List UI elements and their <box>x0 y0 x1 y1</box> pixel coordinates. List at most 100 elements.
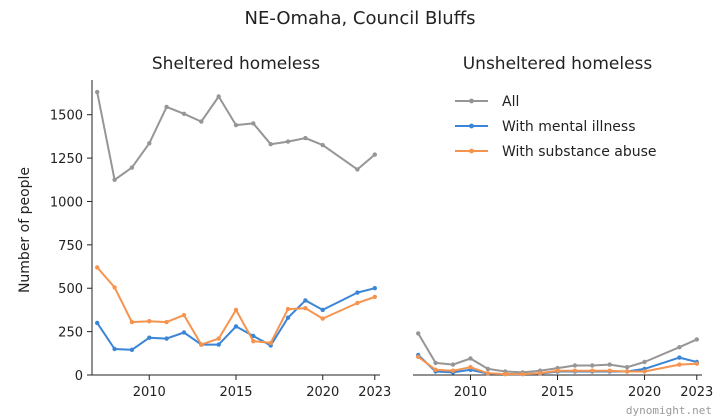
legend-marker-with-mental-illness <box>469 123 474 129</box>
y-tick-label-1500: 1500 <box>50 109 83 124</box>
sheltered-homeless-point-with-substance-abuse <box>164 319 169 325</box>
sheltered-homeless-point-all <box>112 177 117 182</box>
unsheltered-homeless-point-with-substance-abuse <box>607 368 612 373</box>
sheltered-homeless-line-with-substance-abuse <box>96 266 376 346</box>
chart-title: NE-Omaha, Council Bluffs <box>244 8 475 29</box>
unsheltered-homeless-point-all <box>485 366 491 372</box>
sheltered-homeless-point-all <box>147 141 152 146</box>
sheltered-homeless-point-all <box>95 89 100 95</box>
unsheltered-homeless-point-with-substance-abuse <box>537 371 543 376</box>
unsheltered-homeless-point-with-substance-abuse <box>694 361 699 366</box>
sheltered-homeless-point-with-mental-illness <box>372 286 377 291</box>
sheltered-homeless-point-with-substance-abuse <box>251 339 256 344</box>
unsheltered-homeless-point-with-substance-abuse <box>590 368 595 373</box>
unsheltered-homeless-point-with-substance-abuse <box>642 369 647 374</box>
sheltered-homeless-point-with-substance-abuse <box>129 319 135 325</box>
sheltered-homeless-line-with-mental-illness <box>96 287 376 351</box>
unsheltered-homeless-point-with-substance-abuse <box>416 354 421 359</box>
unsheltered-homeless-point-all <box>450 362 456 367</box>
unsheltered-homeless-x-tick-label-2023: 2023 <box>680 385 713 400</box>
sheltered-homeless-point-with-substance-abuse <box>268 340 273 346</box>
unsheltered-homeless-point-all <box>590 363 595 368</box>
unsheltered-homeless-point-with-mental-illness <box>677 355 682 360</box>
unsheltered-homeless-point-all <box>677 345 682 350</box>
sheltered-homeless-point-all <box>199 119 204 124</box>
sheltered-homeless-point-all <box>216 94 221 99</box>
sheltered-homeless-point-all <box>303 135 308 141</box>
sheltered-homeless-point-with-substance-abuse <box>355 300 360 306</box>
sheltered-homeless-point-with-mental-illness <box>285 315 291 320</box>
unsheltered-homeless-point-with-substance-abuse <box>485 371 491 376</box>
sheltered-homeless-point-with-mental-illness <box>129 347 135 352</box>
sheltered-homeless-point-with-substance-abuse <box>199 342 204 347</box>
legend-label-with-substance-abuse: With substance abuse <box>502 144 657 160</box>
sheltered-homeless-x-tick-label-2020: 2020 <box>306 385 339 400</box>
sheltered-homeless-point-with-substance-abuse <box>95 265 100 270</box>
sheltered-homeless-point-all <box>233 122 239 128</box>
unsheltered-homeless-point-with-substance-abuse <box>555 368 560 373</box>
sheltered-homeless-point-with-mental-illness <box>164 336 169 341</box>
unsheltered-homeless-point-with-substance-abuse <box>520 371 525 377</box>
unsheltered-homeless-line-all <box>417 332 698 374</box>
sheltered-homeless-point-with-mental-illness <box>95 320 100 326</box>
sheltered-homeless-point-all <box>164 104 169 110</box>
sheltered-homeless-point-all <box>355 167 360 172</box>
unsheltered-homeless-x-tick-label-2020: 2020 <box>628 385 661 400</box>
unsheltered-homeless-point-with-substance-abuse <box>450 368 456 373</box>
sheltered-homeless-point-with-mental-illness <box>181 330 187 335</box>
unsheltered-homeless-point-with-substance-abuse <box>433 367 438 372</box>
sheltered-homeless-panel-title: Sheltered homeless <box>152 54 320 74</box>
legend-label-all: All <box>502 94 519 110</box>
unsheltered-homeless-point-all <box>416 331 421 336</box>
sheltered-homeless-line-all <box>96 91 376 181</box>
watermark: dynomight.net <box>626 404 712 417</box>
unsheltered-homeless-point-all <box>642 359 647 365</box>
unsheltered-homeless-point-with-substance-abuse <box>677 362 682 367</box>
sheltered-homeless-point-with-substance-abuse <box>372 294 377 300</box>
sheltered-homeless-x-tick-label-2023: 2023 <box>358 385 391 400</box>
sheltered-homeless-point-with-substance-abuse <box>216 336 221 341</box>
sheltered-homeless-point-with-mental-illness <box>147 335 152 340</box>
unsheltered-homeless-point-all <box>624 365 630 370</box>
legend-label-with-mental-illness: With mental illness <box>502 119 636 135</box>
sheltered-homeless-point-all <box>268 142 273 147</box>
unsheltered-homeless-point-with-substance-abuse <box>503 371 508 377</box>
y-tick-label-1250: 1250 <box>50 152 83 167</box>
sheltered-homeless-point-with-mental-illness <box>355 290 360 295</box>
sheltered-homeless-point-with-substance-abuse <box>320 316 325 321</box>
sheltered-homeless-point-with-substance-abuse <box>147 319 152 324</box>
y-tick-label-750: 750 <box>58 239 83 254</box>
sheltered-homeless-x-tick-label-2015: 2015 <box>219 385 252 400</box>
sheltered-homeless-point-all <box>285 139 291 144</box>
sheltered-homeless-point-all <box>320 142 325 148</box>
sheltered-homeless-point-with-mental-illness <box>112 346 117 352</box>
y-tick-label-500: 500 <box>58 282 83 297</box>
legend-marker-with-substance-abuse <box>469 148 474 154</box>
unsheltered-homeless-x-tick-label-2010: 2010 <box>454 385 487 400</box>
sheltered-homeless-point-all <box>251 121 256 126</box>
unsheltered-homeless-point-with-substance-abuse <box>468 365 473 370</box>
sheltered-homeless-point-with-mental-illness <box>320 307 325 313</box>
sheltered-homeless-point-with-mental-illness <box>251 333 256 339</box>
y-tick-label-0: 0 <box>75 369 83 384</box>
unsheltered-homeless-line-with-substance-abuse <box>417 355 697 376</box>
sheltered-homeless-point-with-mental-illness <box>216 342 221 347</box>
unsheltered-homeless-point-all <box>694 337 699 342</box>
unsheltered-homeless-point-all <box>468 356 473 361</box>
sheltered-homeless-x-tick-label-2010: 2010 <box>133 385 166 400</box>
unsheltered-homeless-point-all <box>607 362 612 367</box>
legend-marker-all <box>469 98 474 104</box>
sheltered-homeless-point-all <box>181 111 187 117</box>
sheltered-homeless-point-with-substance-abuse <box>285 306 291 312</box>
sheltered-homeless-point-with-substance-abuse <box>112 285 117 290</box>
sheltered-homeless-point-with-mental-illness <box>233 324 239 329</box>
unsheltered-homeless-x-tick-label-2015: 2015 <box>541 385 574 400</box>
unsheltered-homeless-point-with-substance-abuse <box>624 369 630 374</box>
plot-layer: Sheltered homeless 2010 2015 2020 2023 0 250 50… <box>50 54 713 400</box>
unsheltered-homeless-point-all <box>572 363 578 368</box>
y-tick-label-250: 250 <box>58 326 83 341</box>
unsheltered-homeless-point-all <box>433 360 438 366</box>
sheltered-homeless-point-all <box>129 165 135 170</box>
sheltered-homeless-point-with-substance-abuse <box>181 312 187 318</box>
